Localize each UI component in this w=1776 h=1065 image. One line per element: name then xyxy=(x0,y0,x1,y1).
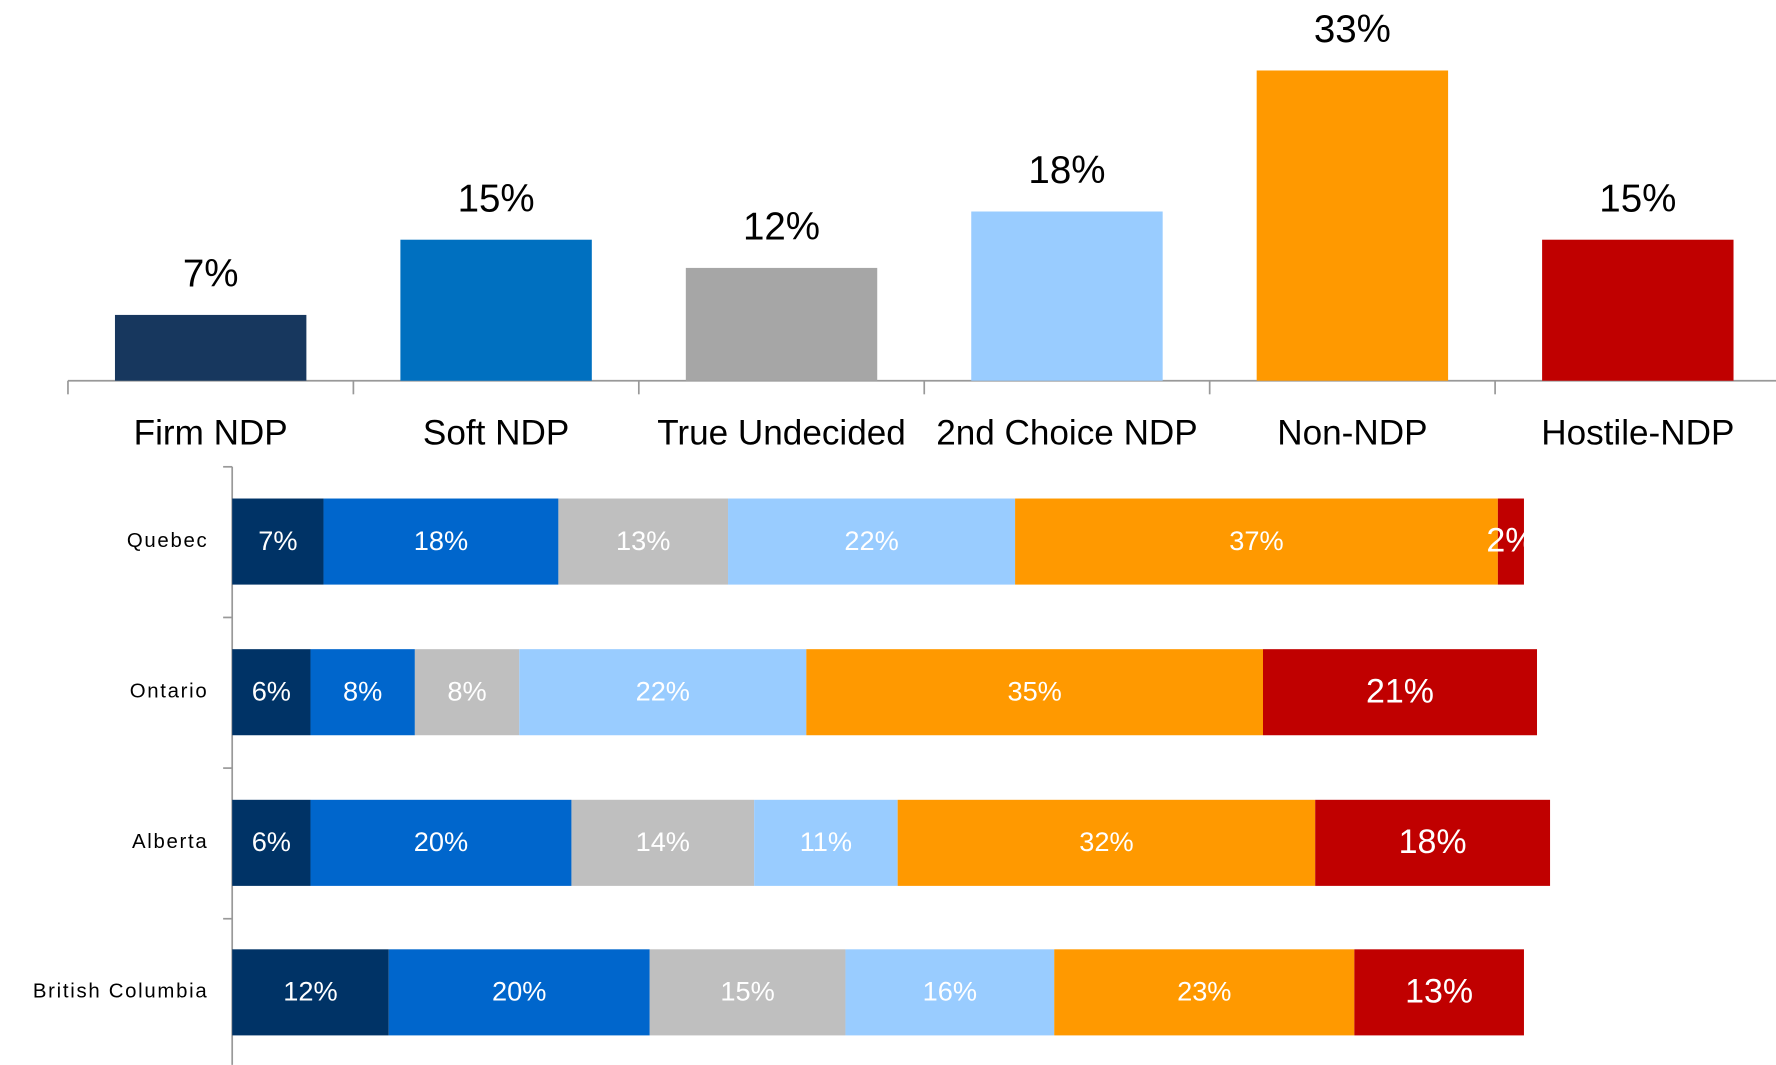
bar-segment xyxy=(1054,949,1355,1036)
bar-segment xyxy=(845,949,1055,1036)
value-label: 8% xyxy=(447,676,486,707)
bar-segment xyxy=(232,949,389,1036)
value-label: 14% xyxy=(636,826,690,857)
value-label: 13% xyxy=(1405,972,1473,1010)
value-label: 15% xyxy=(720,976,774,1007)
value-label: 21% xyxy=(1366,672,1434,710)
y-tick-label: Ontario xyxy=(130,681,209,703)
bar-segment xyxy=(232,799,311,886)
value-label: 33% xyxy=(1314,8,1391,51)
bar-segment xyxy=(323,498,559,585)
bar-segment xyxy=(232,498,324,585)
x-tick-label: True Undecided xyxy=(657,413,906,452)
bar-segment xyxy=(1354,949,1524,1036)
x-tick-label: 2nd Choice NDP xyxy=(936,413,1198,452)
value-label: 18% xyxy=(1399,823,1467,861)
value-label: 12% xyxy=(283,976,337,1007)
value-label: 20% xyxy=(492,976,546,1007)
bar xyxy=(114,314,307,381)
bar-segment xyxy=(232,649,311,736)
x-tick-label: Soft NDP xyxy=(423,413,569,452)
bar-segment xyxy=(754,799,898,886)
bar-segment xyxy=(310,649,415,736)
bar-segment xyxy=(806,649,1263,736)
x-tick-label: Hostile-NDP xyxy=(1541,413,1734,452)
value-label: 22% xyxy=(636,676,690,707)
bar-segment xyxy=(388,949,650,1036)
value-label: 11% xyxy=(800,826,852,857)
bar xyxy=(685,267,878,381)
bar-segment xyxy=(1015,498,1498,585)
value-label: 15% xyxy=(458,177,535,220)
y-tick-label: Alberta xyxy=(132,831,208,853)
bar xyxy=(1542,239,1734,381)
bar-segment xyxy=(310,799,572,886)
value-label: 18% xyxy=(1028,149,1105,192)
bar-segment xyxy=(558,498,729,585)
value-label: 7% xyxy=(258,525,297,556)
bar-segment xyxy=(519,649,807,736)
value-label: 12% xyxy=(743,206,820,249)
bar xyxy=(400,239,592,381)
value-label: 6% xyxy=(252,676,291,707)
value-label: 13% xyxy=(616,525,670,556)
value-label: 22% xyxy=(844,525,898,556)
x-tick-label: Non-NDP xyxy=(1277,413,1427,452)
value-label: 7% xyxy=(183,253,239,296)
bar-segment xyxy=(897,799,1316,886)
bar xyxy=(1256,70,1449,381)
value-label: 6% xyxy=(252,826,291,857)
y-tick-label: Quebec xyxy=(127,530,209,552)
bar-segment xyxy=(1315,799,1551,886)
value-label: 16% xyxy=(923,976,977,1007)
y-tick-label: British Columbia xyxy=(33,981,209,1003)
bar xyxy=(971,211,1163,381)
value-label: 8% xyxy=(343,676,382,707)
bar-segment xyxy=(414,649,520,736)
bar-segment xyxy=(649,949,846,1036)
value-label: 32% xyxy=(1079,826,1133,857)
bar-segment xyxy=(1497,498,1524,585)
bar-segment xyxy=(571,799,755,886)
value-label: 2% xyxy=(1486,522,1535,560)
x-tick-label: Firm NDP xyxy=(134,413,288,452)
value-label: 35% xyxy=(1007,676,1061,707)
value-label: 37% xyxy=(1229,525,1283,556)
bar-segment xyxy=(1262,649,1538,736)
value-label: 23% xyxy=(1177,976,1231,1007)
value-label: 15% xyxy=(1599,177,1676,220)
bar-segment xyxy=(728,498,1016,585)
value-label: 20% xyxy=(414,826,468,857)
value-label: 18% xyxy=(414,525,468,556)
